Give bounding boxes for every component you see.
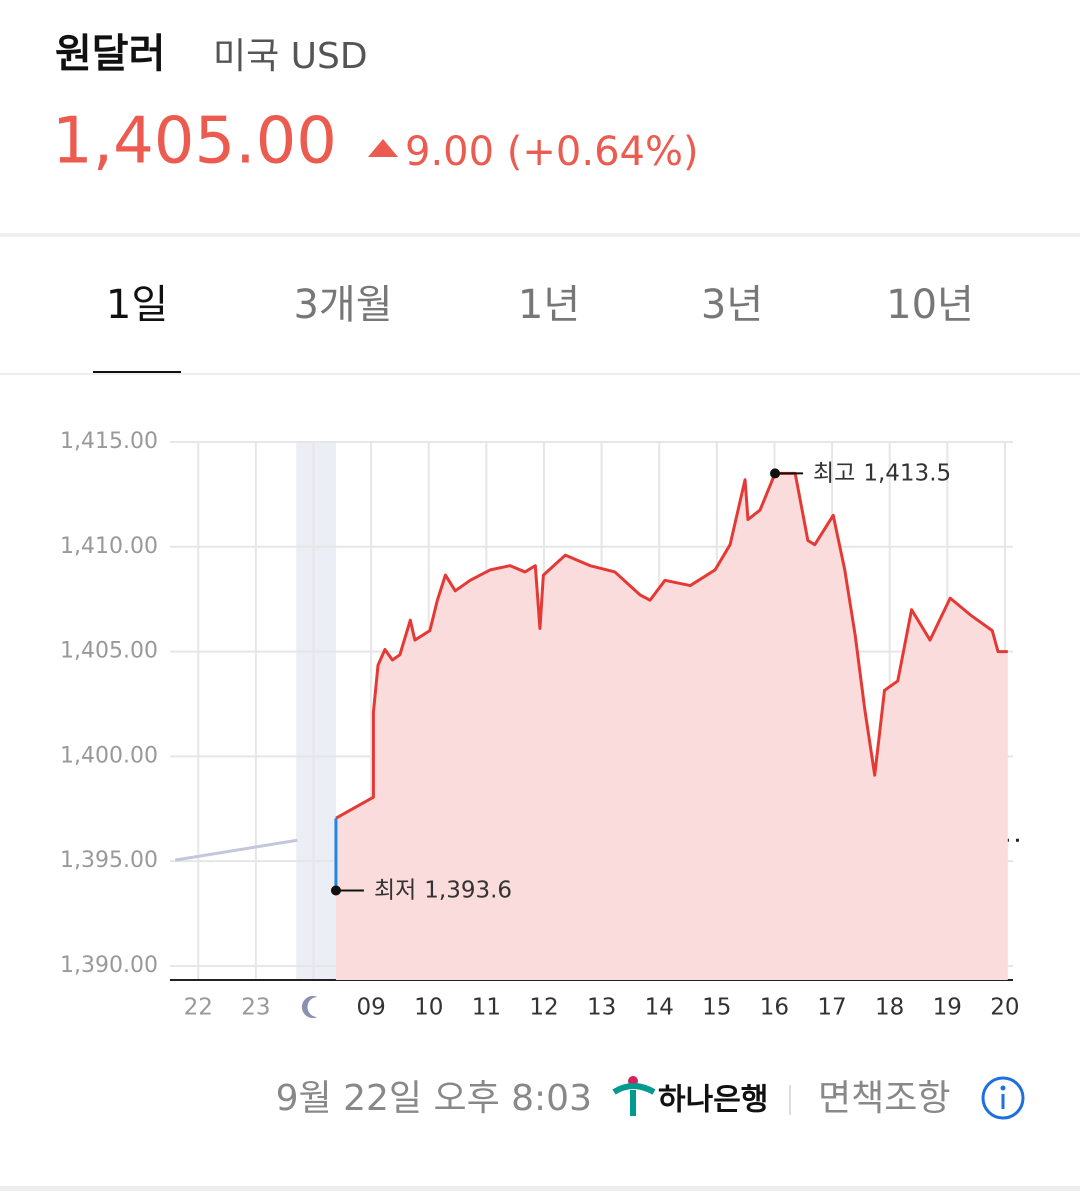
divider	[0, 373, 1080, 375]
y-tick-label: 1,400.00	[60, 743, 158, 768]
x-tick-label: 15	[702, 995, 731, 1021]
x-tick-label: 10	[414, 995, 443, 1021]
tab-underline	[93, 371, 181, 374]
change: 9.00 (+0.64%)	[405, 129, 699, 175]
y-tick-label: 1,395.00	[60, 848, 158, 873]
line	[335, 471, 1008, 820]
x-tick-label: 16	[760, 995, 789, 1021]
divider	[0, 1186, 1080, 1191]
bank-name: 하나은행	[658, 1083, 768, 1118]
line	[174, 838, 298, 862]
low-text: 최저	[374, 877, 416, 903]
tab[interactable]: 1일	[106, 282, 168, 328]
y-tick-label: 1,390.00	[60, 953, 158, 978]
x-tick-label: 20	[990, 995, 1019, 1021]
tab[interactable]: 3개월	[293, 282, 392, 328]
tab[interactable]: 1년	[518, 282, 580, 328]
low-value: 1,393.6	[424, 877, 512, 903]
x-tick-label: 23	[241, 995, 270, 1021]
y-tick-label: 1,405.00	[60, 639, 158, 664]
high-value: 1,413.5	[863, 460, 951, 486]
x-tick-label: 19	[933, 995, 962, 1021]
x-tick-label: 09	[356, 995, 385, 1021]
subtitle: 미국 USD	[213, 36, 368, 77]
up-arrow	[368, 139, 398, 157]
moon-icon	[301, 996, 318, 1018]
high-label: 최고 1,413.5	[813, 460, 951, 486]
tab[interactable]: 10년	[886, 282, 974, 328]
x-tick-label: 12	[529, 995, 558, 1021]
title: 원달러	[55, 31, 165, 77]
timestamp: 9월 22일 오후 8:03	[276, 1078, 592, 1119]
separator	[789, 1085, 791, 1115]
x-tick-label: 18	[875, 995, 904, 1021]
price: 1,405.00	[52, 105, 337, 179]
low-label: 최저 1,393.6	[374, 877, 512, 903]
y-tick-label: 1,410.00	[60, 534, 158, 559]
chart: 1,390.00 1,395.00 1,400.00 1,405.00 1,410.00…	[60, 429, 1023, 1021]
y-tick-label: 1,415.00	[60, 429, 158, 454]
tab[interactable]: 3년	[701, 282, 763, 328]
area	[335, 473, 1008, 980]
disclaimer[interactable]: 면책조항	[818, 1078, 950, 1119]
x-tick-label: 14	[645, 995, 674, 1021]
x-tick-label: 11	[472, 995, 501, 1021]
divider	[0, 233, 1080, 237]
x-tick-label: 22	[184, 995, 213, 1021]
x-tick-label: 17	[817, 995, 846, 1021]
night-band	[296, 442, 336, 980]
x-tick-label: 13	[587, 995, 616, 1021]
info-icon[interactable]	[981, 1076, 1025, 1120]
bank-logo	[612, 1076, 656, 1116]
high-text: 최고	[813, 460, 855, 486]
